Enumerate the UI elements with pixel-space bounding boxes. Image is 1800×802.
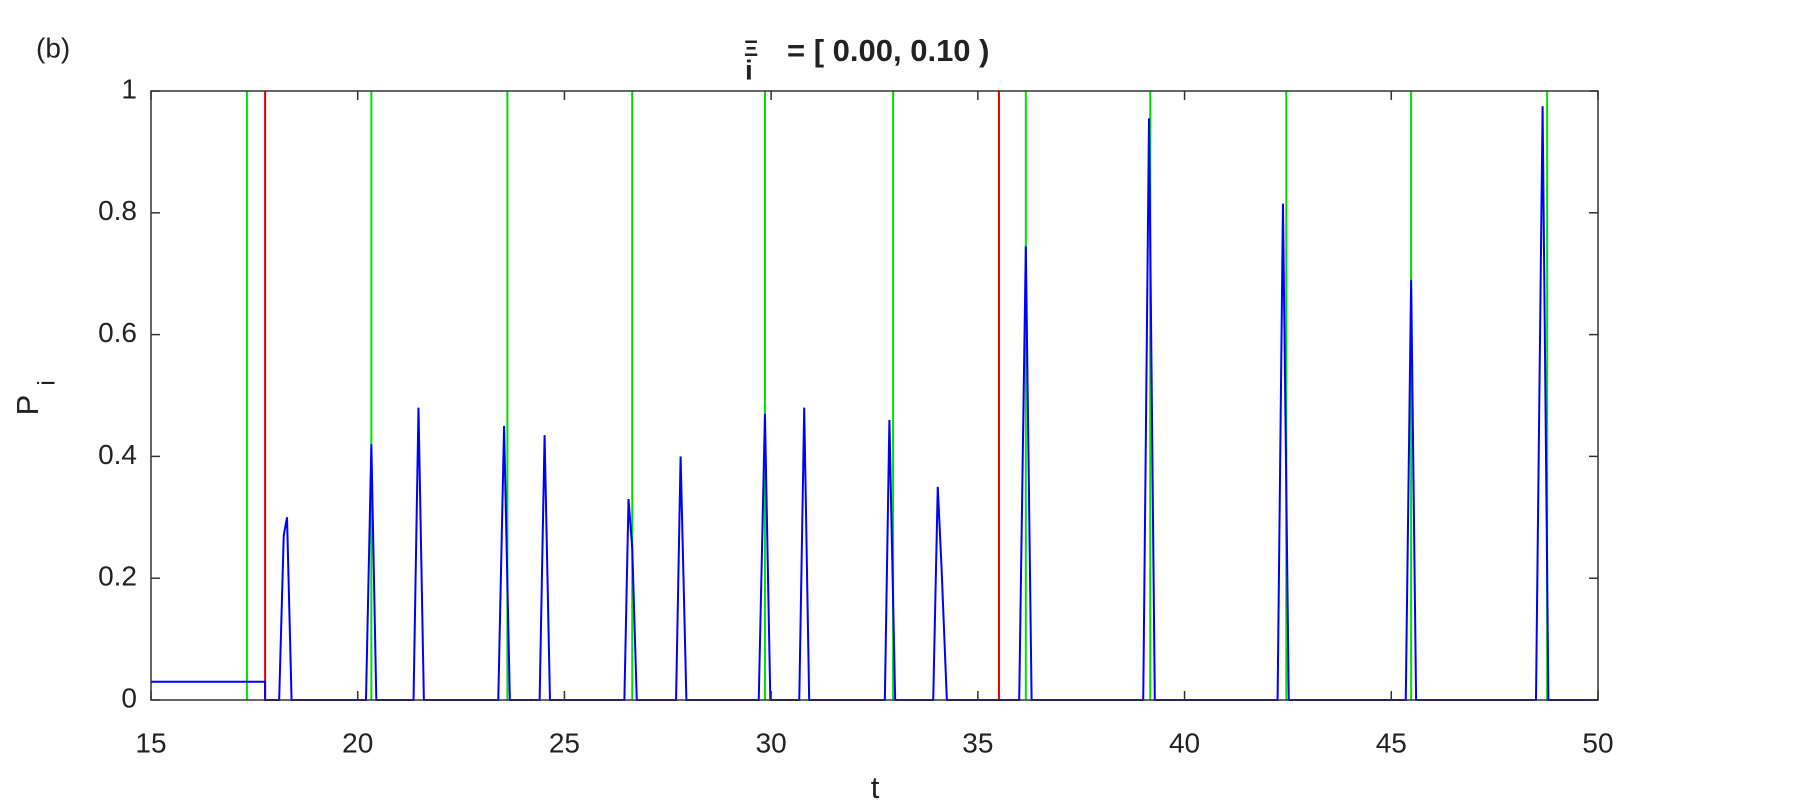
axes-box [150,90,1599,701]
y-tick-label: 0.2 [98,561,137,592]
title-subscript: i [745,54,753,85]
y-tick-label: 0.8 [98,195,137,226]
x-tick-label: 35 [962,727,993,758]
x-tick-label: 45 [1376,727,1407,758]
x-tick-label: 15 [135,727,166,758]
x-tick-label: 40 [1169,727,1200,758]
x-tick-label: 50 [1582,727,1613,758]
x-tick-label: 20 [342,727,373,758]
y-tick-label: 1 [121,73,137,104]
data-line [151,106,1598,701]
x-tick-label: 25 [549,727,580,758]
y-tick-label: 0.4 [98,439,137,470]
x-tick-label: 30 [756,727,787,758]
x-axis-label: t [871,770,880,802]
y-axis-label: P [10,395,45,416]
y-axis-label-subscript: i [33,380,60,385]
y-tick-label: 0 [121,682,137,713]
chart-title: = [ 0.00, 0.10 ) [787,33,989,68]
y-tick-label: 0.6 [98,317,137,348]
panel-label: (b) [36,32,70,63]
title-symbol: Ξ [744,36,758,61]
